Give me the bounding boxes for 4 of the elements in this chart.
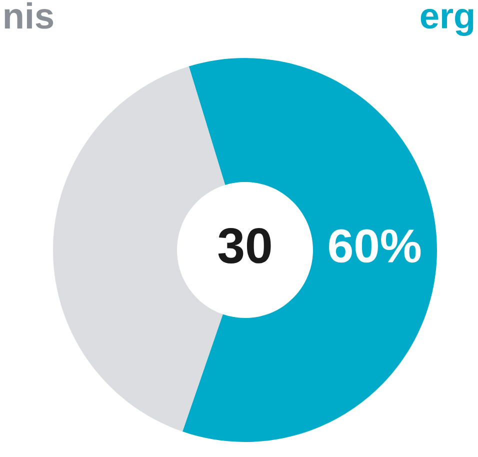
slice-label: nis (4, 2, 54, 29)
text: 30 (218, 228, 271, 264)
data-label: 60% (329, 229, 421, 263)
slice-label: erg (420, 8, 474, 36)
